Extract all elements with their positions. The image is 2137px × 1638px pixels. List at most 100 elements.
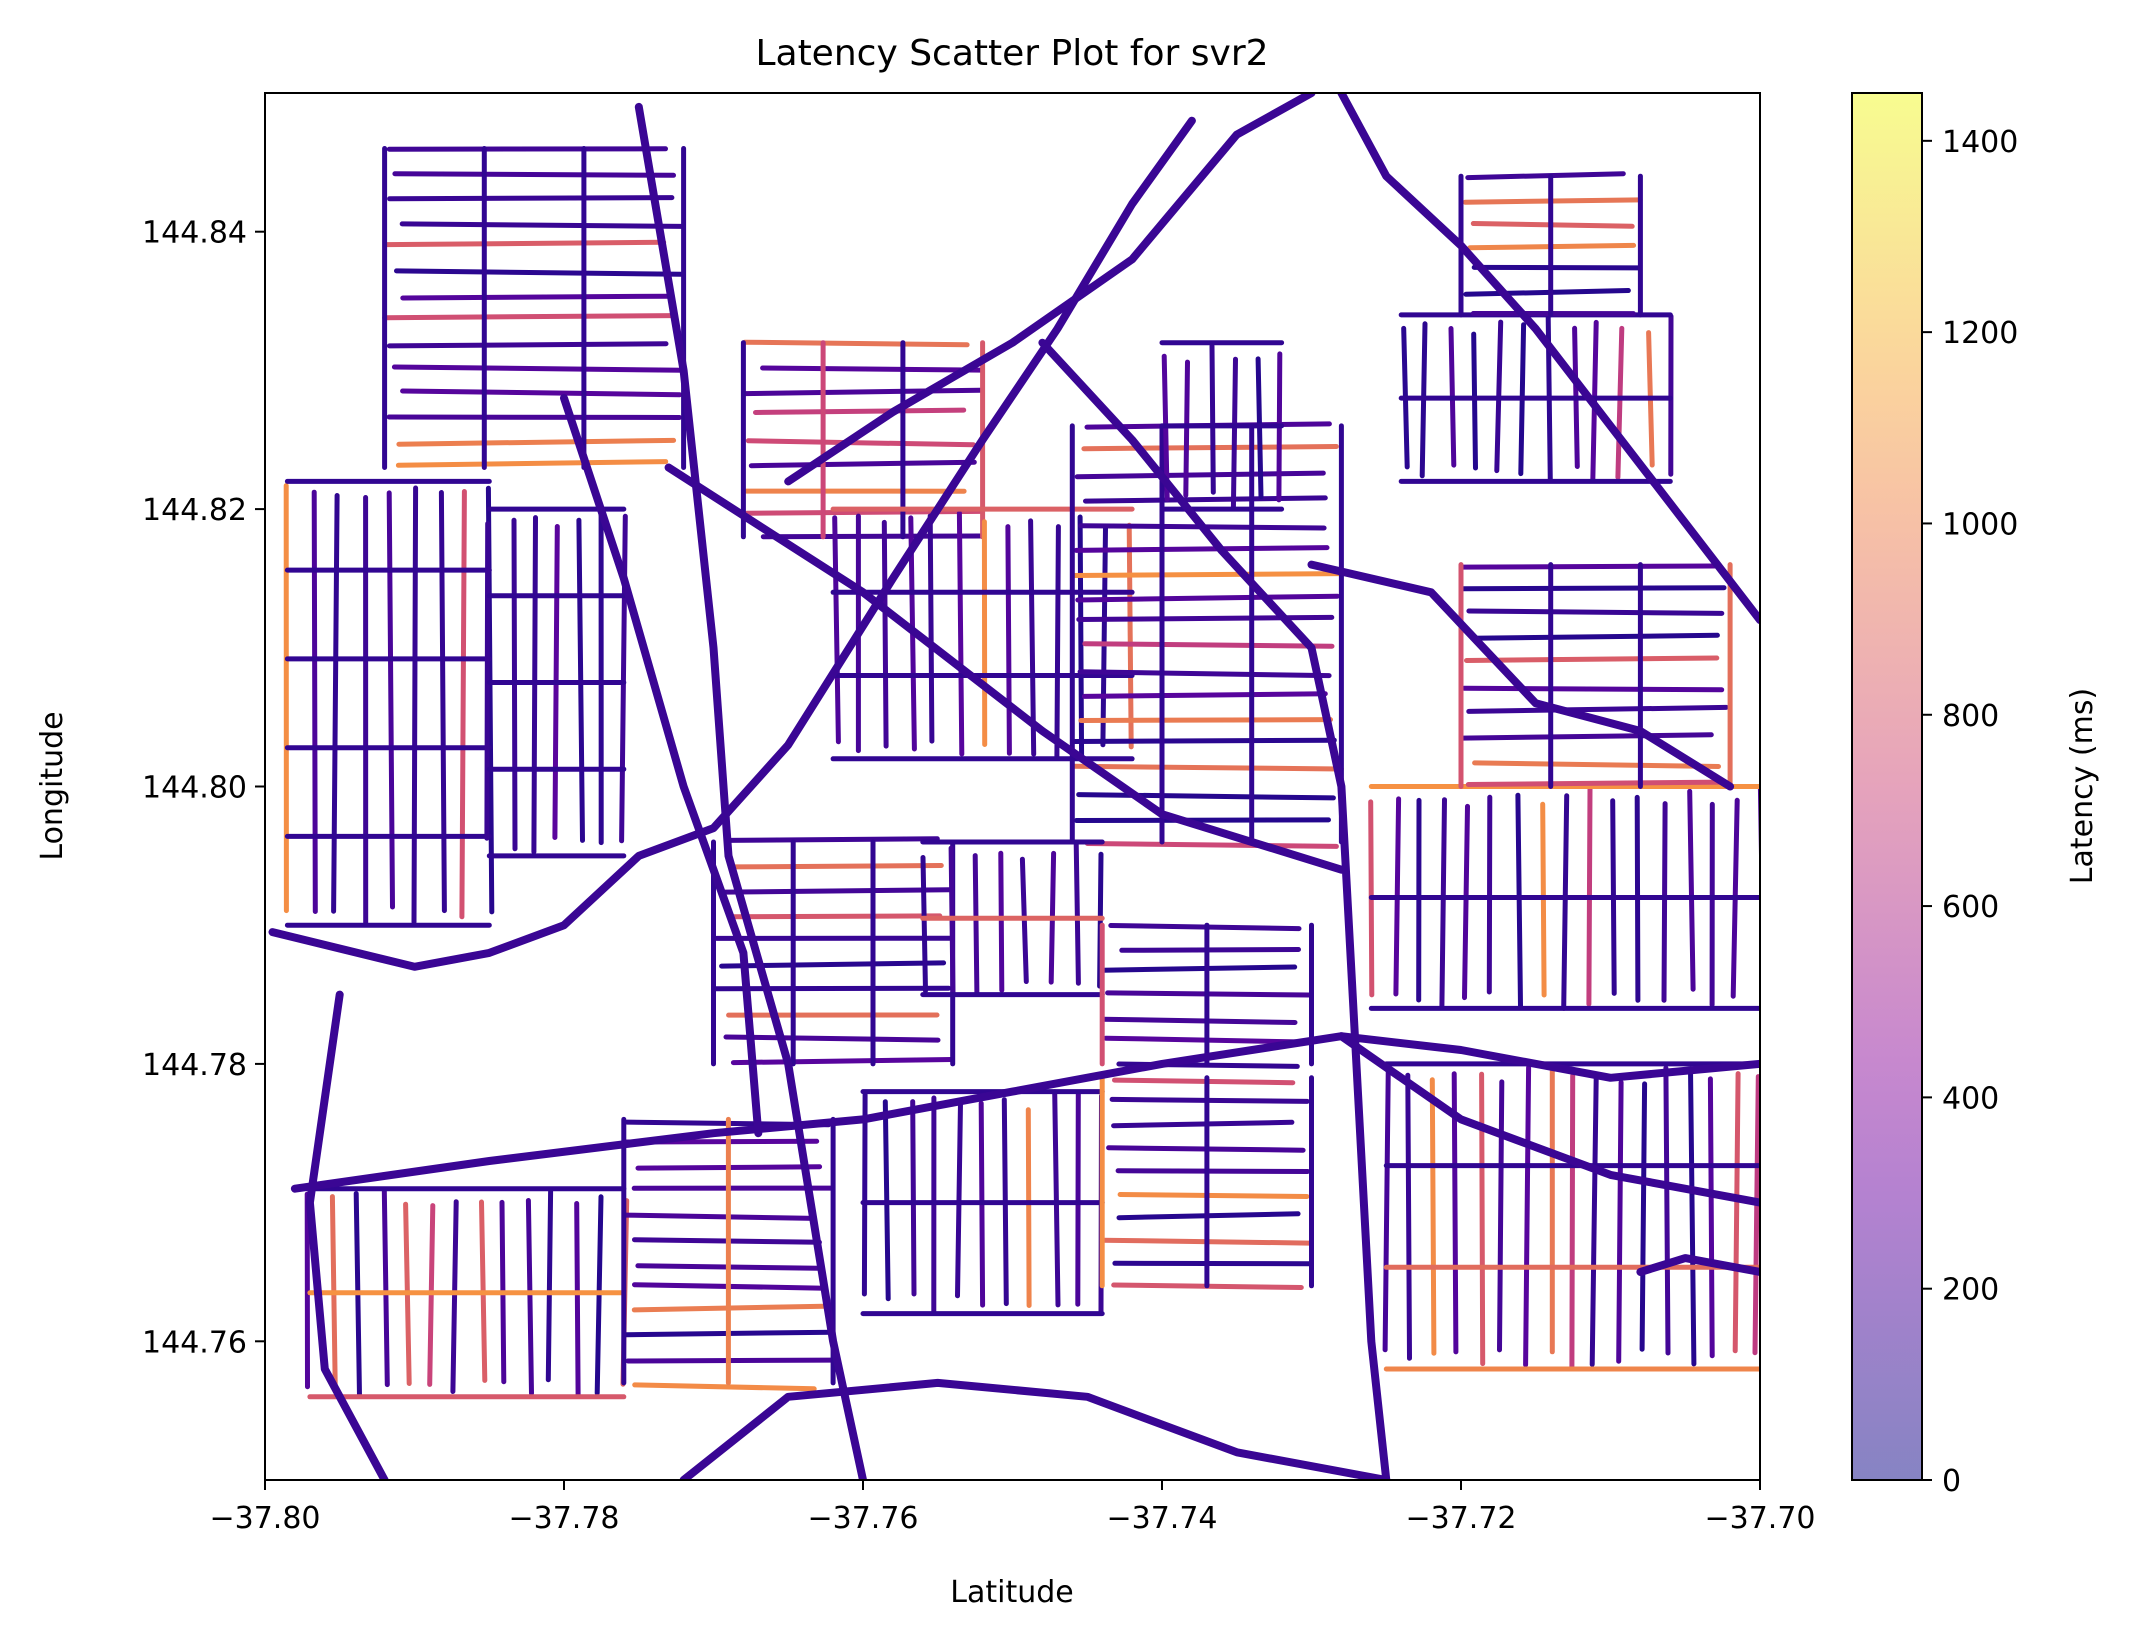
colorbar-axis: 0 200 400 600 800 1000 1200 1400 <box>1922 125 2018 1499</box>
street-points <box>948 845 956 997</box>
street-points <box>1465 779 1727 787</box>
street-points <box>748 459 977 469</box>
street-points <box>1469 632 1720 641</box>
y-tick-label: 144.82 <box>142 493 247 528</box>
street-points <box>1523 1065 1532 1368</box>
street-points <box>1077 669 1332 679</box>
street-points <box>972 853 980 997</box>
x-tick-label: −37.80 <box>209 1501 320 1536</box>
street-points <box>574 1201 581 1398</box>
neighborhood-streets-4 <box>740 339 986 540</box>
street-points <box>1466 608 1725 616</box>
street-points <box>386 490 395 910</box>
street-points <box>1052 1089 1061 1308</box>
neighborhood-streets-14 <box>1458 171 1643 318</box>
neighborhood-streets-12 <box>1458 562 1733 789</box>
street-points <box>1111 1119 1295 1129</box>
neighborhood-streets-19 <box>1382 1061 1760 1372</box>
street-points <box>719 960 947 969</box>
street-points <box>632 1382 817 1392</box>
street-points <box>1752 1074 1760 1356</box>
street-points <box>392 171 676 178</box>
street-points <box>1615 325 1625 480</box>
colorbar-label: Latency (ms) <box>2065 688 2100 884</box>
neighborhood-streets-2 <box>382 146 687 470</box>
street-points <box>760 533 984 540</box>
highway-points-7 <box>664 463 1346 874</box>
street-points <box>1112 1077 1296 1086</box>
y-tick-label: 144.84 <box>142 216 247 251</box>
street-points <box>1616 1079 1624 1364</box>
street-points <box>1100 525 1108 748</box>
street-points <box>1463 288 1631 297</box>
neighborhood-streets-7 <box>1159 340 1285 512</box>
street-points <box>1663 1065 1671 1356</box>
y-axis-label: Longitude <box>35 711 70 860</box>
street-points <box>1471 331 1478 471</box>
street-points <box>1405 1072 1412 1361</box>
street-points <box>1732 1071 1741 1354</box>
street-points <box>1076 792 1336 801</box>
street-points <box>1117 1192 1310 1199</box>
street-points <box>1083 495 1328 504</box>
street-points <box>1075 593 1340 603</box>
street-points <box>621 1212 817 1221</box>
street-points <box>861 1092 868 1297</box>
highway-points-4 <box>290 1032 1760 1193</box>
street-points <box>1109 1096 1310 1104</box>
street-points <box>1183 359 1190 498</box>
street-points <box>400 388 683 398</box>
street-points <box>1075 1090 1081 1307</box>
neighborhood-streets-6 <box>1069 421 1344 849</box>
street-points <box>1230 356 1238 511</box>
colorbar-tick-label: 200 <box>1942 1273 1999 1308</box>
neighborhood-streets-18 <box>1099 1075 1314 1290</box>
street-points <box>411 485 419 925</box>
x-axis: −37.80 −37.78 −37.76 −37.74 −37.72 −37.70 <box>209 1480 1816 1536</box>
street-points <box>927 513 935 744</box>
y-tick-label: 144.76 <box>142 1325 247 1360</box>
street-points <box>725 836 940 843</box>
street-points <box>1561 793 1570 1011</box>
highway-points-12 <box>1337 1032 1760 1207</box>
street-points <box>1126 522 1134 750</box>
street-points <box>1486 794 1493 995</box>
highway-points-1 <box>268 116 1196 971</box>
street-points <box>311 489 318 914</box>
highway-points-2 <box>784 93 1316 486</box>
neighborhood-streets-15 <box>304 1186 630 1400</box>
street-points <box>744 508 984 516</box>
street-points <box>1472 760 1721 769</box>
street-points <box>1451 1071 1459 1355</box>
colorbar-tick-label: 800 <box>1942 699 1999 734</box>
x-tick-label: −37.74 <box>1106 1501 1217 1536</box>
street-points <box>1081 691 1328 699</box>
street-points <box>955 1099 963 1299</box>
street-points <box>730 1057 955 1066</box>
street-points <box>1465 171 1626 181</box>
neighborhood-streets-10 <box>1099 922 1314 1069</box>
x-axis-label: Latitude <box>950 1575 1073 1610</box>
street-points <box>729 863 944 870</box>
highway-points-11 <box>1307 560 1735 791</box>
street-points <box>383 239 667 248</box>
street-points <box>1464 655 1720 663</box>
street-points <box>713 985 952 992</box>
scatter-points-layer <box>268 93 1760 1480</box>
street-points <box>1025 1107 1032 1308</box>
colorbar-tick-label: 600 <box>1942 890 1999 925</box>
street-points <box>1119 947 1301 953</box>
street-points <box>1074 470 1326 480</box>
street-points <box>1078 717 1333 723</box>
neighborhood-streets-1 <box>283 478 495 928</box>
street-points <box>910 1099 917 1297</box>
street-points <box>1661 801 1668 1003</box>
street-points <box>1497 1079 1505 1353</box>
street-points <box>1076 614 1335 622</box>
street-points <box>1382 1064 1391 1353</box>
street-points <box>741 387 983 397</box>
street-points <box>331 493 340 914</box>
x-tick-label: −37.70 <box>1704 1501 1815 1536</box>
street-points <box>1460 585 1727 592</box>
street-points <box>998 850 1005 993</box>
